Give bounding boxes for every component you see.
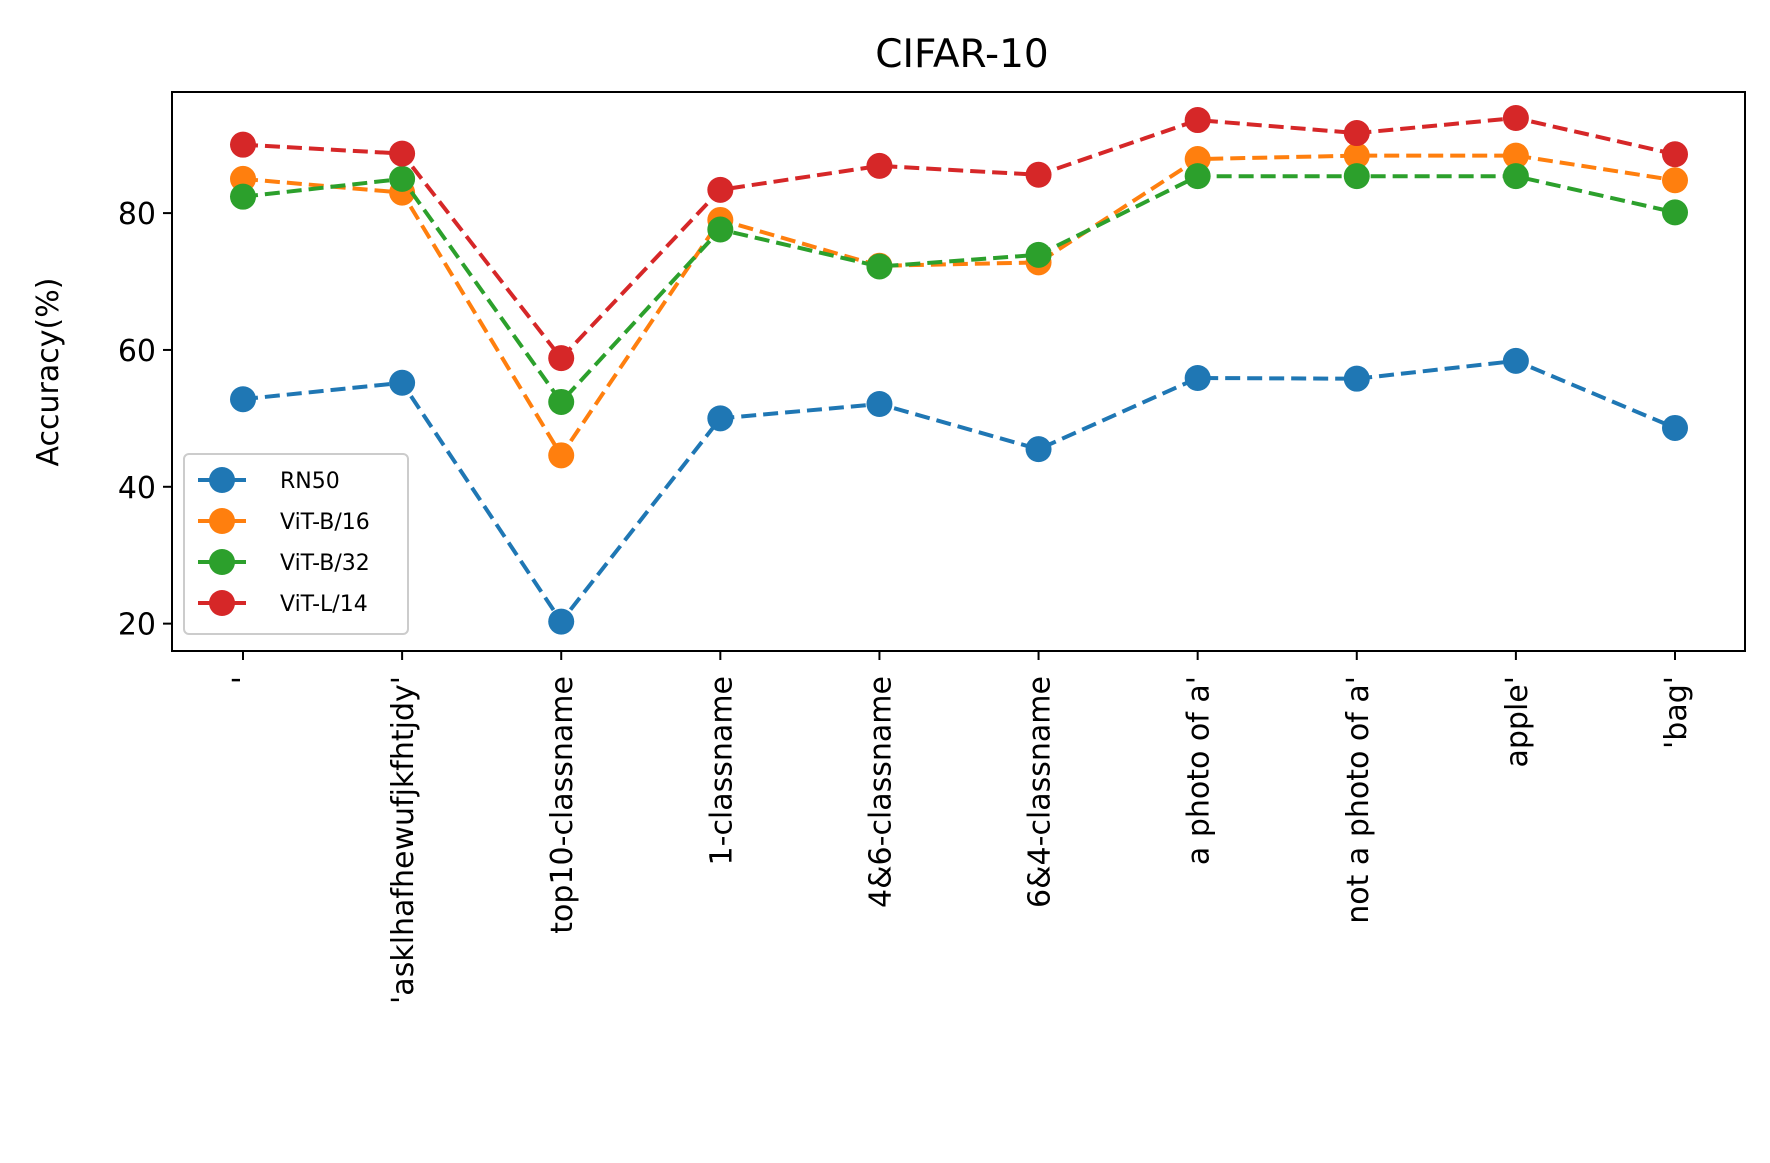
- data-point: [230, 165, 256, 192]
- legend-label: ViT-L/14: [280, 592, 368, 617]
- x-tick-label: 'bag': [1659, 676, 1694, 749]
- x-tick-label: a photo of a': [1182, 676, 1217, 865]
- x-tick-label: not a photo of a': [1341, 676, 1376, 924]
- legend: RN50 ViT-B/16 ViT-B/32 ViT-L/14: [183, 453, 409, 635]
- y-tick-label: 40: [118, 471, 156, 506]
- data-point: [707, 176, 734, 203]
- data-point: [230, 386, 256, 413]
- series-line: [242, 116, 1676, 361]
- plot-area: 20 40 60 80 ' 'asklhafhewufjkfhtjdy' top10-cla…: [118, 91, 1746, 1004]
- x-tick-label: top10-classname: [545, 676, 580, 934]
- legend-label: ViT-B/16: [280, 510, 370, 535]
- data-point: [1502, 142, 1529, 169]
- legend-label: ViT-B/32: [280, 551, 370, 576]
- data-point: [1184, 365, 1211, 391]
- data-point: [707, 405, 734, 432]
- x-tick-label: 4&6-classname: [863, 676, 898, 908]
- data-point: [1662, 414, 1688, 441]
- data-point: [1662, 199, 1688, 226]
- x-tick-label: ': [227, 676, 262, 684]
- data-point: [866, 391, 893, 417]
- data-point: [866, 152, 893, 179]
- x-tick-label: 'asklhafhewufjkfhtjdy': [386, 676, 421, 1004]
- data-point: [1662, 167, 1688, 194]
- data-point: [866, 253, 893, 280]
- data-point: [230, 183, 256, 210]
- data-point: [548, 608, 575, 635]
- legend-marker: [209, 467, 235, 493]
- data-point: [1343, 365, 1370, 392]
- legend-label: RN50: [280, 469, 340, 494]
- legend-marker: [209, 508, 235, 534]
- series-line: [242, 153, 1676, 458]
- data-point: [1343, 142, 1370, 169]
- series-line: [242, 358, 1676, 624]
- y-axis-label: Accuracy(%): [31, 278, 66, 467]
- data-point: [1343, 120, 1370, 147]
- data-point: [389, 165, 416, 192]
- data-point: [1184, 163, 1211, 190]
- data-point: [548, 442, 575, 469]
- data-point: [1662, 141, 1688, 168]
- data-point: [1025, 436, 1052, 463]
- data-point: [548, 345, 575, 372]
- legend-marker: [209, 590, 235, 616]
- x-tick-label: apple': [1500, 676, 1535, 768]
- series-line: [242, 174, 1676, 404]
- y-tick-label: 20: [118, 608, 156, 643]
- y-tick-label: 80: [118, 197, 156, 232]
- data-point: [1343, 163, 1370, 190]
- x-tick-label: 1-classname: [704, 676, 739, 865]
- data-point: [1025, 161, 1052, 188]
- x-tick-label: 6&4-classname: [1023, 676, 1058, 908]
- plot-frame: [171, 91, 1746, 652]
- chart-title: CIFAR-10: [875, 32, 1048, 77]
- data-point: [1502, 347, 1529, 374]
- data-point: [389, 369, 416, 396]
- legend-marker: [209, 549, 235, 575]
- data-point: [389, 140, 416, 167]
- y-tick-label: 60: [118, 334, 156, 369]
- data-point: [548, 388, 575, 415]
- data-point: [1502, 105, 1529, 131]
- data-point: [707, 216, 734, 243]
- data-point: [1025, 241, 1052, 268]
- legend-box: [183, 453, 409, 635]
- data-point: [230, 131, 256, 158]
- data-point: [1502, 163, 1529, 190]
- data-point: [1184, 107, 1211, 134]
